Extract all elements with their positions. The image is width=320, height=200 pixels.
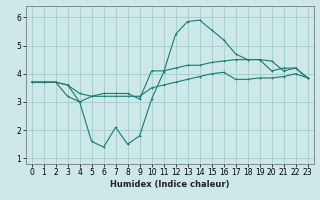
X-axis label: Humidex (Indice chaleur): Humidex (Indice chaleur) xyxy=(110,180,229,189)
